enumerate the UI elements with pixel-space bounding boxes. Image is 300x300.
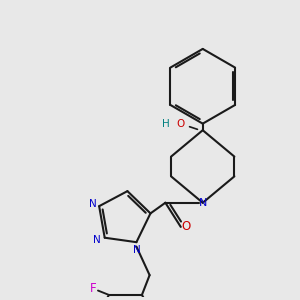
Text: O: O <box>182 220 191 233</box>
Text: N: N <box>93 235 101 245</box>
Text: N: N <box>199 198 207 208</box>
Text: N: N <box>133 245 140 255</box>
Text: N: N <box>89 199 97 209</box>
Text: O: O <box>177 118 185 129</box>
Text: F: F <box>89 282 96 295</box>
Text: H: H <box>161 118 169 129</box>
